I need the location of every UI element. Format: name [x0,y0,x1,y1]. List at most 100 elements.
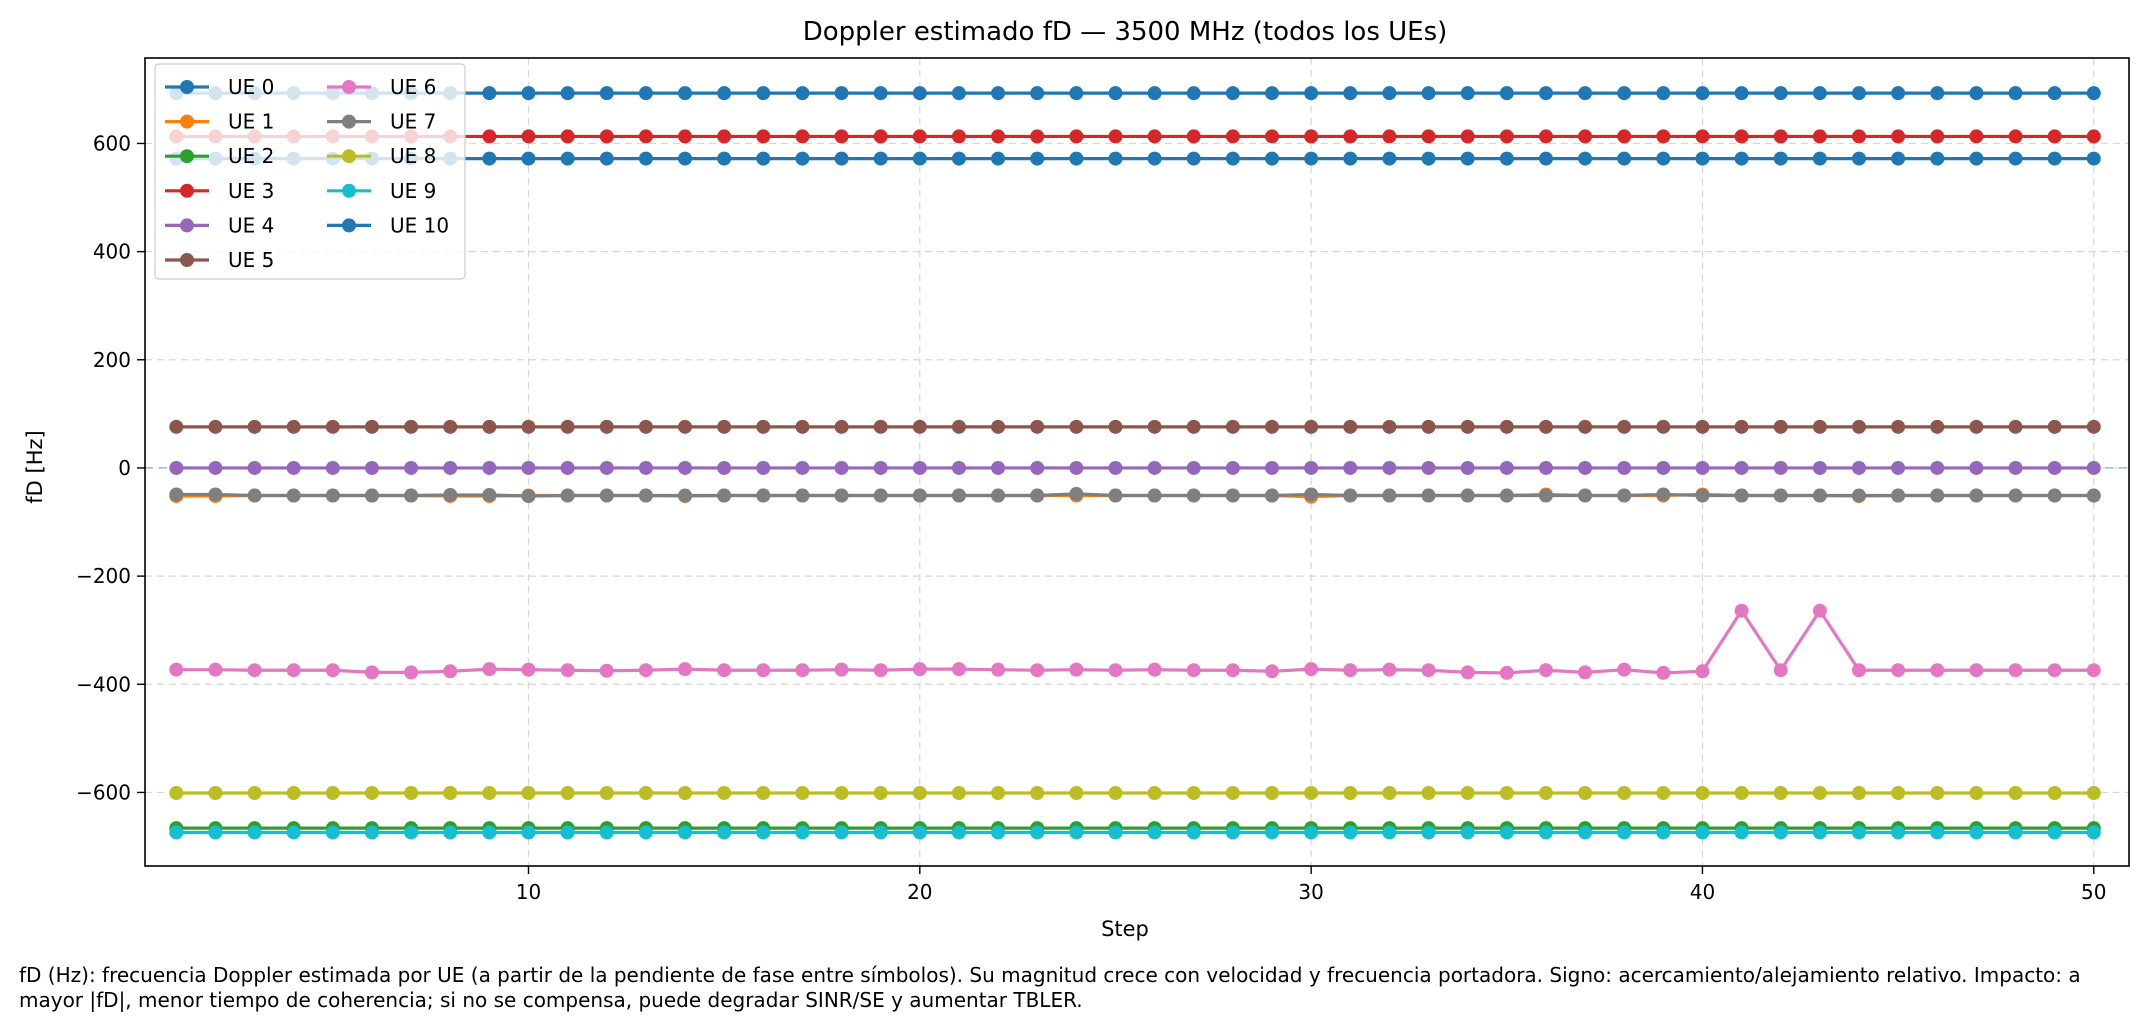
data-point [1030,151,1045,166]
legend-item: UE 8 [327,144,436,168]
data-point [1891,785,1906,800]
data-point [325,460,340,475]
data-point [1069,419,1084,434]
legend-label: UE 9 [390,179,436,203]
data-point [1851,663,1866,678]
data-point [1069,129,1084,144]
data-point [1186,419,1201,434]
data-point [1499,460,1514,475]
data-point [247,825,262,840]
legend-label: UE 10 [390,213,449,237]
data-point [1186,86,1201,101]
data-point [2086,663,2101,678]
data-point [1382,460,1397,475]
data-point [1030,129,1045,144]
data-point [717,419,732,434]
data-point [678,825,693,840]
data-point [1891,151,1906,166]
data-point [1265,460,1280,475]
data-point [1656,460,1671,475]
data-point [1617,460,1632,475]
data-point [1538,785,1553,800]
data-point [1147,86,1162,101]
data-point [1147,488,1162,503]
data-point [1265,825,1280,840]
data-point [1421,785,1436,800]
data-point [247,460,262,475]
data-point [1108,151,1123,166]
data-point [1969,86,1984,101]
y-tick-label: 600 [93,131,131,155]
data-point [1851,419,1866,434]
data-point [638,460,653,475]
data-point [638,419,653,434]
data-point [169,487,184,502]
data-point [991,151,1006,166]
data-point [1147,785,1162,800]
data-point [404,419,419,434]
data-point [912,785,927,800]
data-point [717,663,732,678]
data-point [1304,129,1319,144]
data-point [1225,151,1240,166]
data-point [1069,662,1084,677]
x-axis: 10 20 30 40 50 [516,866,2107,904]
data-point [1030,663,1045,678]
legend-swatch-marker [342,183,356,198]
data-point [873,151,888,166]
data-point [1773,129,1788,144]
data-point [834,151,849,166]
data-point [286,419,301,434]
data-point [756,419,771,434]
data-point [1538,460,1553,475]
data-point [873,825,888,840]
data-point [1421,663,1436,678]
data-point [1734,488,1749,503]
data-point [1421,419,1436,434]
data-point [482,129,497,144]
data-point [1186,151,1201,166]
data-point [1578,460,1593,475]
data-point [443,664,458,679]
data-point [2047,151,2062,166]
data-point [1734,129,1749,144]
data-point [2047,86,2062,101]
data-point [2008,460,2023,475]
data-point [169,785,184,800]
data-point [1460,129,1475,144]
data-point [364,460,379,475]
data-point [1030,419,1045,434]
legend-label: UE 2 [228,144,274,168]
legend-swatch-marker [342,149,356,164]
data-point [286,460,301,475]
data-point [873,129,888,144]
data-point [1656,825,1671,840]
data-point [1069,486,1084,501]
data-point [521,489,536,504]
y-tick-label: −200 [76,564,131,588]
data-point [2086,488,2101,503]
data-point [1891,663,1906,678]
data-point [991,825,1006,840]
data-point [1382,129,1397,144]
data-point [795,663,810,678]
data-point [247,488,262,503]
data-point [1147,662,1162,677]
data-point [1460,460,1475,475]
data-point [1460,419,1475,434]
data-point [795,825,810,840]
data-point [404,460,419,475]
data-point [325,488,340,503]
data-point [1656,129,1671,144]
data-point [1030,488,1045,503]
data-point [1578,86,1593,101]
data-point [1851,488,1866,503]
data-point [247,419,262,434]
data-point [717,86,732,101]
data-point [1382,488,1397,503]
data-point [1969,488,1984,503]
data-point [1812,460,1827,475]
data-point [1773,151,1788,166]
data-point [1147,419,1162,434]
data-point [1499,665,1514,680]
